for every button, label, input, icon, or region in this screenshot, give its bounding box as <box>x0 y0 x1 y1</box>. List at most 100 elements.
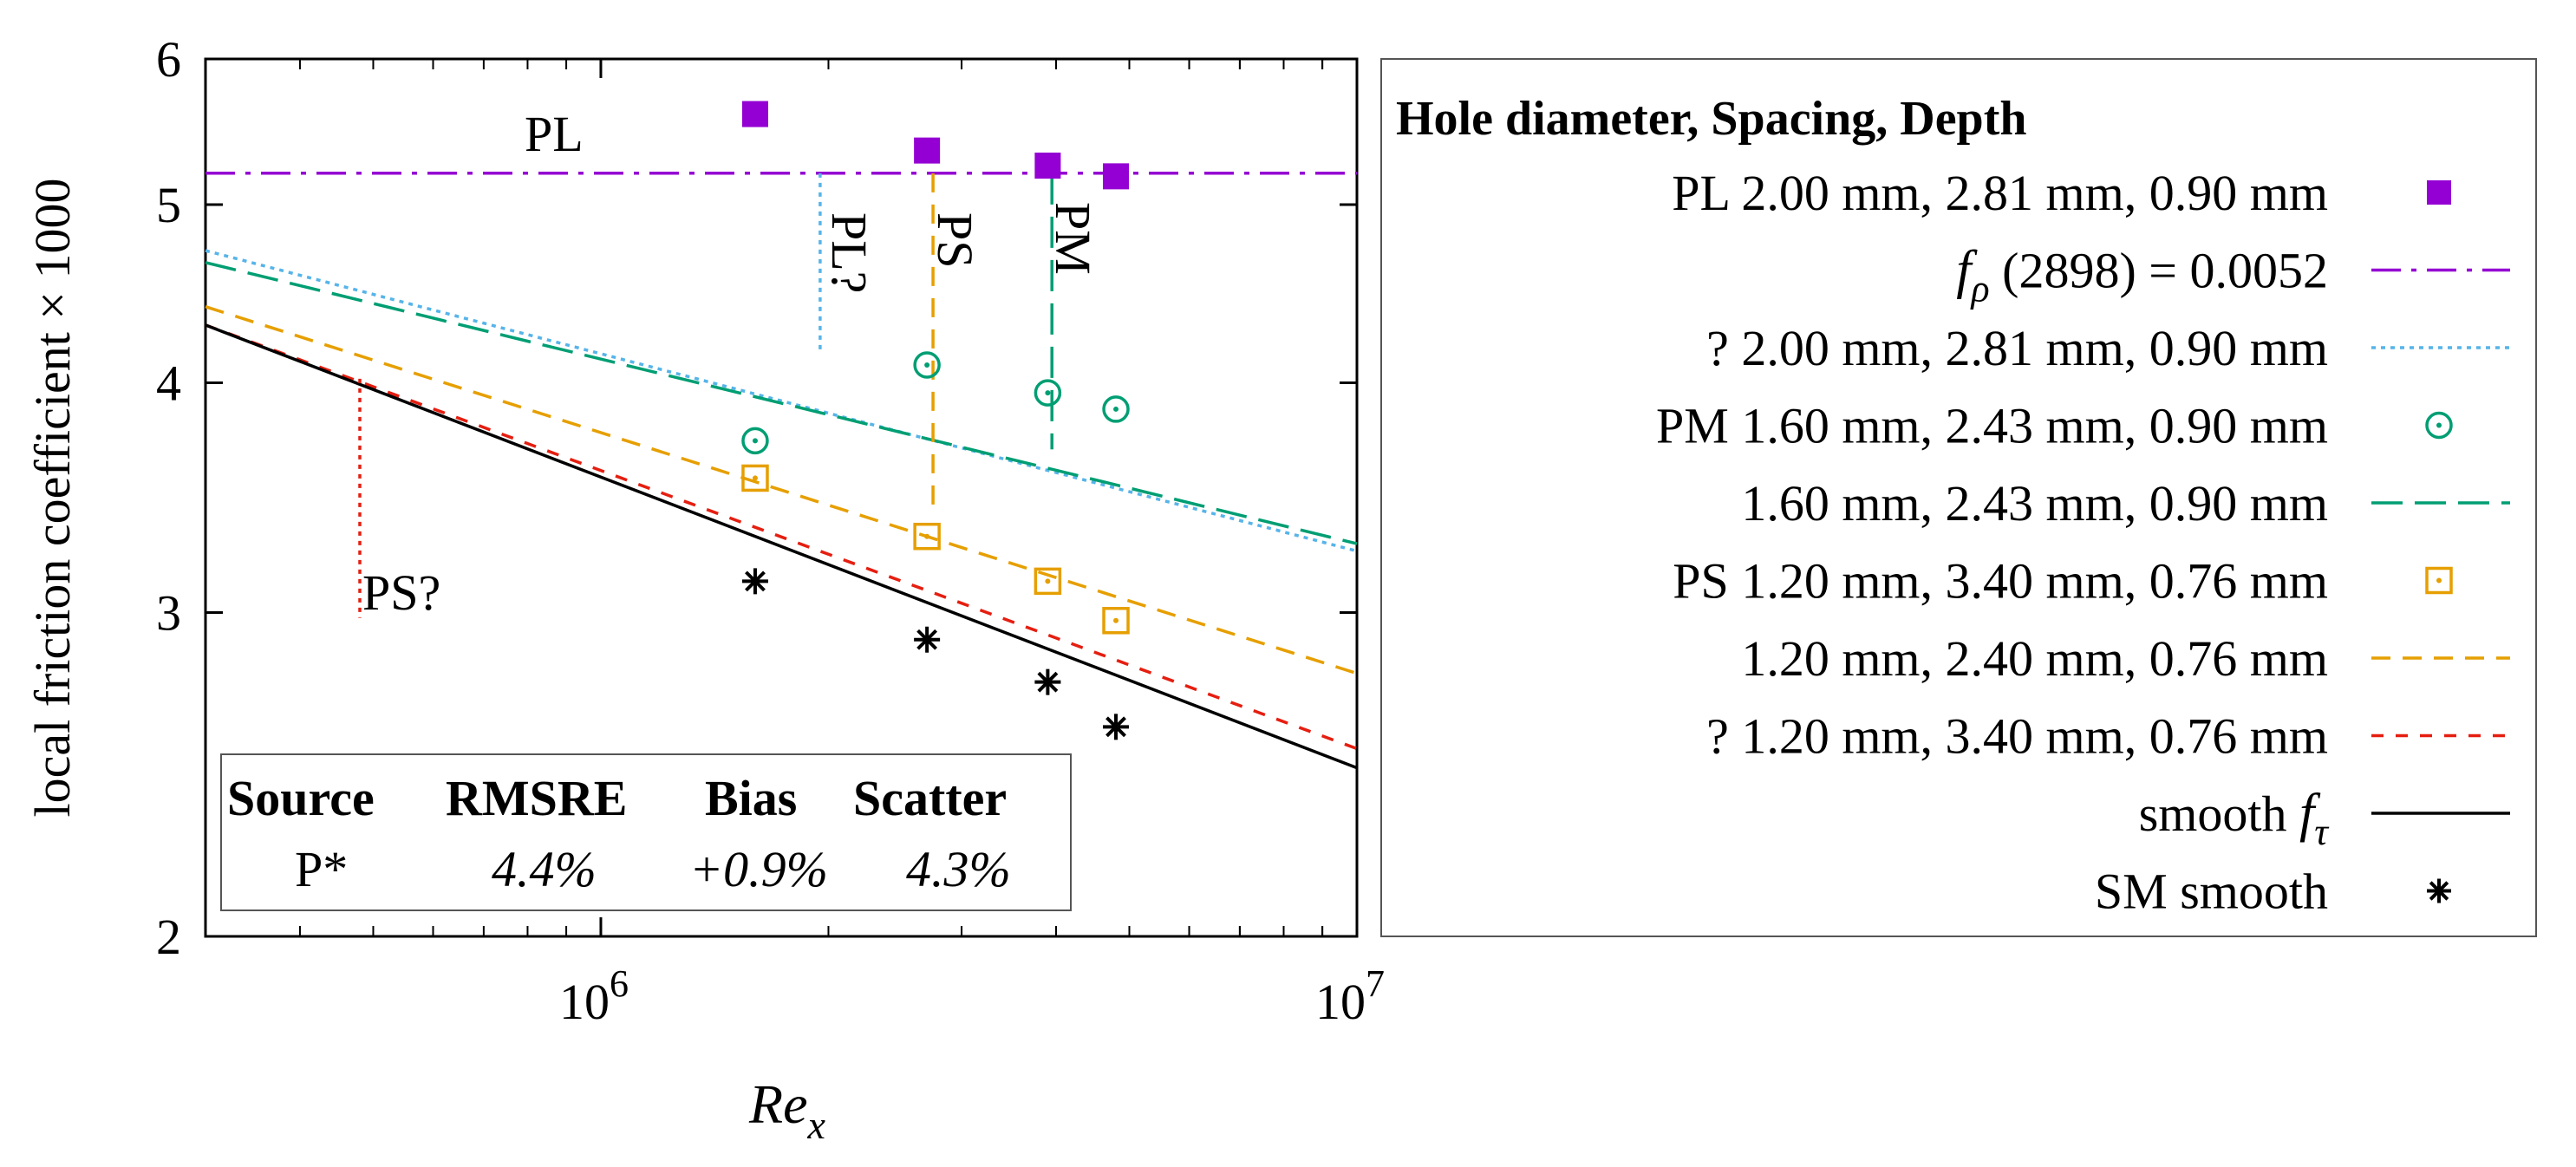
marker-pm-ring <box>913 351 941 379</box>
stats-box: Source RMSRE Bias Scatter P* 4.4% +0.9% … <box>220 753 1072 911</box>
marker-pm <box>913 351 941 379</box>
marker-pm-dot <box>1045 390 1051 396</box>
series-lines <box>205 172 1358 770</box>
legend-symbol-dot <box>2436 422 2442 428</box>
stats-header-scatter: Scatter <box>853 770 1007 826</box>
legend-entry: PS 1.20 mm, 3.40 mm, 0.76 mm <box>1673 553 2453 610</box>
stats-box-frame <box>220 753 1072 911</box>
marker-ps-box <box>913 522 941 551</box>
legend-entry-text: SM smooth <box>2095 864 2328 920</box>
marker-ps-box <box>741 464 769 492</box>
marker-ps-dot <box>1113 617 1119 623</box>
legend-entry-text: PM 1.60 mm, 2.43 mm, 0.90 mm <box>1656 398 2328 454</box>
x-tick-label: 107 <box>1315 962 1385 1030</box>
marker-ps-box <box>1034 567 1062 596</box>
legend-entry: PM 1.60 mm, 2.43 mm, 0.90 mm <box>1656 398 2453 454</box>
marker-ps <box>1034 567 1062 596</box>
x-tick-label: 106 <box>559 962 629 1030</box>
marker-ps <box>741 464 769 492</box>
series-line-pm-fit <box>205 261 1358 545</box>
legend-symbol <box>2427 878 2451 903</box>
marker-pm-dot <box>924 362 930 368</box>
annotation-pl-q: PL? <box>821 212 877 293</box>
marker-pm <box>1102 395 1130 423</box>
stats-header-rmsre: RMSRE <box>446 770 627 826</box>
marker-ps-dot <box>924 533 930 539</box>
x-axis-label: Rex <box>748 1073 826 1147</box>
marker-pm-ring <box>1102 395 1130 423</box>
series-line-smooth-f-tau <box>205 323 1358 770</box>
legend-entry: ? 1.20 mm, 3.40 mm, 0.76 mm <box>1706 708 2510 765</box>
x-axis-label-main: Re <box>748 1073 808 1135</box>
marker-ps-box <box>1102 607 1130 635</box>
marker-sm-smooth <box>1103 714 1130 740</box>
legend-title: Hole diameter, Spacing, Depth <box>1396 92 2026 146</box>
stats-value-source: P* <box>295 841 348 897</box>
legend-entry-text: 1.60 mm, 2.43 mm, 0.90 mm <box>1741 475 2328 531</box>
legend-entry: PL 2.00 mm, 2.81 mm, 0.90 mm <box>1672 165 2451 221</box>
marker-ps-dot <box>752 475 758 481</box>
legend: Hole diameter, Spacing, Depth PL 2.00 mm… <box>1380 58 2537 937</box>
y-tick-label: 4 <box>156 355 181 411</box>
stats-value-rmsre: 4.4% <box>492 841 597 897</box>
marker-sm-smooth <box>741 568 768 595</box>
annotation-pl: PL <box>525 106 584 162</box>
stats-header-source: Source <box>227 770 375 826</box>
legend-entry-text: smooth fτ <box>2139 784 2331 853</box>
plot-frame <box>204 57 1359 938</box>
legend-symbol-box <box>2425 566 2453 595</box>
y-tick-label: 2 <box>156 909 181 965</box>
legend-symbol-dot <box>2436 577 2442 584</box>
legend-symbol-ring <box>2425 411 2453 440</box>
series-markers <box>741 101 1130 740</box>
axis-ticks: 2 3 4 5 6 106 107 <box>156 31 1385 1030</box>
legend-symbol <box>2425 411 2453 440</box>
legend-entry: 1.20 mm, 2.40 mm, 0.76 mm <box>1741 630 2510 687</box>
marker-ps <box>1102 607 1130 635</box>
x-axis-label-sub: x <box>807 1103 826 1147</box>
legend-entry: fρ (2898) = 0.0052 <box>1956 241 2510 310</box>
marker-pm-dot <box>752 438 758 444</box>
legend-symbol <box>2427 180 2451 205</box>
marker-ps <box>913 522 941 551</box>
marker-pl <box>741 101 768 127</box>
marker-pm-ring <box>1034 379 1062 407</box>
series-line-ps-fit <box>205 305 1358 675</box>
legend-entry-text: PS 1.20 mm, 3.40 mm, 0.76 mm <box>1673 553 2328 610</box>
marker-pm-dot <box>1113 406 1119 412</box>
legend-entry: 1.60 mm, 2.43 mm, 0.90 mm <box>1741 475 2510 531</box>
legend-frame <box>1380 58 2537 937</box>
marker-pl <box>1103 163 1130 190</box>
series-line-ps <box>205 323 1358 751</box>
annotation-ps-q: PS? <box>362 564 440 621</box>
marker-sm-smooth <box>914 626 941 653</box>
legend-entry: smooth fτ <box>2139 784 2510 853</box>
marker-pm <box>1034 379 1062 407</box>
marker-sm-smooth <box>1034 668 1061 695</box>
marker-pm <box>741 427 769 455</box>
stats-value-scatter: 4.3% <box>906 841 1011 897</box>
annotation-ps: PS <box>927 212 983 269</box>
marker-pm-ring <box>741 427 769 455</box>
legend-symbol <box>2425 566 2453 595</box>
legend-entry: SM smooth <box>2095 864 2451 920</box>
marker-pl <box>1034 153 1061 179</box>
y-tick-label: 6 <box>156 31 181 88</box>
series-line-pl <box>205 249 1358 553</box>
legend-entry-text: PL 2.00 mm, 2.81 mm, 0.90 mm <box>1672 165 2328 221</box>
stats-value-bias: +0.9% <box>689 841 828 897</box>
annotation-pm: PM <box>1045 202 1101 275</box>
legend-entries: PL 2.00 mm, 2.81 mm, 0.90 mm fρ (2898) = … <box>1656 165 2510 920</box>
marker-ps-dot <box>1045 578 1051 584</box>
y-tick-label: 5 <box>156 177 181 233</box>
y-axis-label: local friction coefficient × 1000 <box>24 178 81 817</box>
stats-header-bias: Bias <box>705 770 797 826</box>
y-tick-label: 3 <box>156 585 181 642</box>
legend-entry-text: fρ (2898) = 0.0052 <box>1956 241 2328 310</box>
legend-entry: ? 2.00 mm, 2.81 mm, 0.90 mm <box>1706 320 2510 376</box>
marker-pl <box>914 137 941 164</box>
legend-entry-text: 1.20 mm, 2.40 mm, 0.76 mm <box>1741 630 2328 687</box>
legend-entry-text: ? 1.20 mm, 3.40 mm, 0.76 mm <box>1706 708 2328 765</box>
legend-entry-text: ? 2.00 mm, 2.81 mm, 0.90 mm <box>1706 320 2328 376</box>
